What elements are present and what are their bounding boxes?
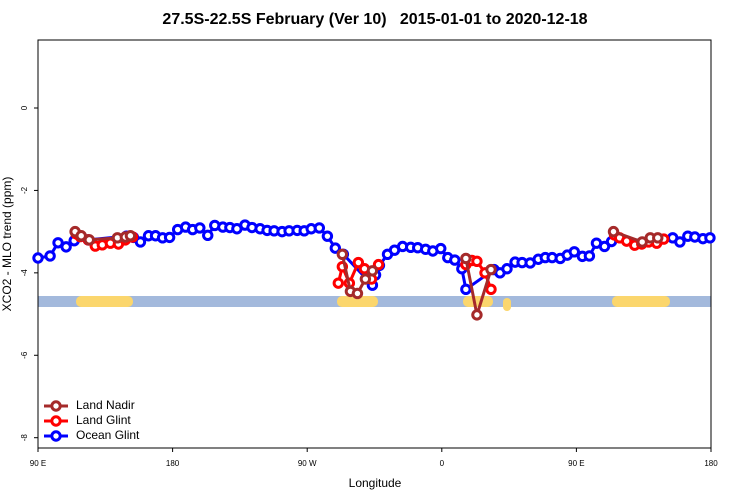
legend-label: Ocean Glint xyxy=(76,428,140,442)
y-tick-label: 0 xyxy=(20,105,29,110)
x-tick-label: 90 E xyxy=(568,459,584,468)
data-point xyxy=(460,283,472,296)
data-point xyxy=(44,250,56,262)
data-point xyxy=(313,222,326,234)
data-point xyxy=(202,229,214,242)
data-point xyxy=(60,241,72,253)
plot-frame xyxy=(37,39,712,449)
x-tick-label: 0 xyxy=(440,459,445,468)
legend-label: Land Nadir xyxy=(76,398,135,412)
data-point xyxy=(471,309,483,321)
data-point xyxy=(471,255,483,268)
data-point xyxy=(336,248,349,261)
data-point xyxy=(366,265,379,277)
data-point xyxy=(163,231,176,244)
y-tick-label: -6 xyxy=(20,351,29,359)
land-patch xyxy=(612,296,670,307)
x-tick-label: 180 xyxy=(704,459,718,468)
x-tick-label: 90 W xyxy=(298,459,317,468)
land-patch xyxy=(76,296,133,307)
y-tick-label: -8 xyxy=(20,434,29,442)
data-point xyxy=(351,287,364,300)
data-point xyxy=(134,236,147,248)
y-axis-label: XCO2 - MLO trend (ppm) xyxy=(0,177,14,312)
legend-label: Land Glint xyxy=(76,413,131,427)
data-point xyxy=(352,256,365,269)
data-point xyxy=(372,258,385,271)
y-tick-label: -2 xyxy=(20,186,29,194)
y-tick-label: -4 xyxy=(20,269,29,277)
chart-title: 27.5S-22.5S February (Ver 10) 2015-01-01… xyxy=(162,11,587,28)
data-point xyxy=(568,246,581,258)
x-tick-label: 90 E xyxy=(30,459,46,468)
data-point xyxy=(652,232,664,244)
data-point xyxy=(583,250,596,262)
land-patch xyxy=(463,296,493,307)
data-point xyxy=(321,230,334,242)
data-point xyxy=(435,242,447,255)
land-patch xyxy=(337,296,378,307)
data-point xyxy=(83,234,95,246)
data-point xyxy=(332,277,345,289)
x-axis-label: Longitude xyxy=(349,476,402,490)
data-point xyxy=(449,254,461,266)
surface-mask xyxy=(38,296,711,311)
legend-marker xyxy=(50,400,62,412)
legend-marker xyxy=(50,430,62,442)
data-point xyxy=(607,225,620,238)
data-point xyxy=(485,283,497,296)
data-point xyxy=(359,273,372,285)
data-point xyxy=(674,236,686,248)
data-point xyxy=(124,230,137,242)
land-patch xyxy=(503,298,511,311)
data-point xyxy=(485,263,497,276)
data-point xyxy=(329,242,342,254)
legend-marker xyxy=(50,415,62,427)
data-point xyxy=(194,222,206,234)
data-point xyxy=(460,252,472,265)
data-point xyxy=(501,263,513,275)
x-tick-label: 180 xyxy=(166,459,180,468)
data-point xyxy=(32,252,44,264)
data-point xyxy=(704,232,716,244)
